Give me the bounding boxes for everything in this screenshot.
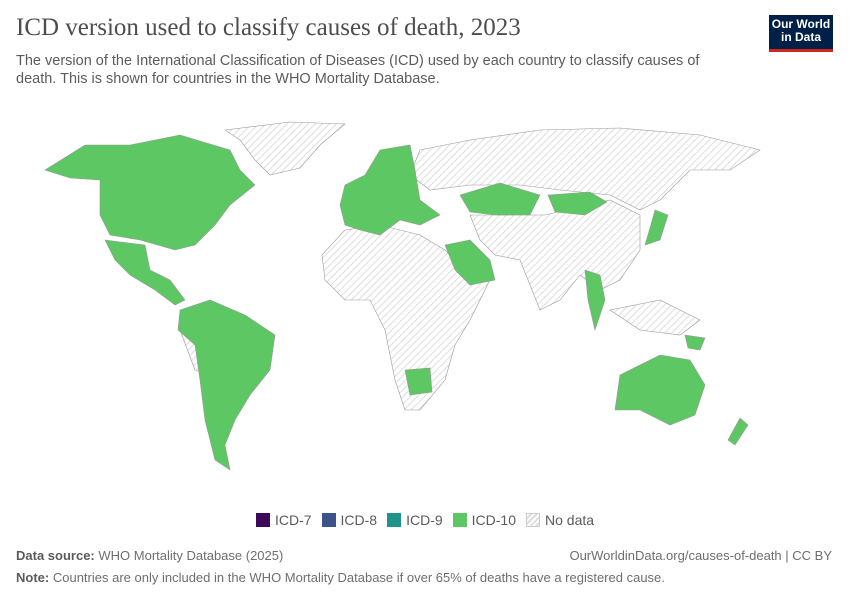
chart-title: ICD version used to classify causes of d… <box>16 14 521 41</box>
legend-item-icd10[interactable]: ICD-10 <box>452 512 516 528</box>
papua-new-guinea[interactable] <box>684 334 706 351</box>
legend-item-icd9[interactable]: ICD-9 <box>387 512 443 528</box>
southern-africa[interactable] <box>404 367 433 396</box>
legend-label: ICD-8 <box>340 512 378 528</box>
legend-swatch <box>526 513 540 527</box>
chart-subtitle: The version of the International Classif… <box>16 53 700 87</box>
source-url[interactable]: OurWorldinData.org/causes-of-death | CC … <box>569 548 832 563</box>
africa[interactable] <box>321 224 491 411</box>
note-label: Note: <box>16 570 50 585</box>
kazakhstan[interactable] <box>459 182 541 216</box>
legend-label: ICD-7 <box>274 512 312 528</box>
mongolia[interactable] <box>547 191 608 216</box>
japan[interactable] <box>644 209 669 246</box>
mexico-central-america[interactable] <box>104 239 186 306</box>
legend-swatch <box>321 513 336 527</box>
legend: ICD-7 ICD-8 ICD-9 ICD-10 No data <box>0 512 850 528</box>
legend-item-icd8[interactable]: ICD-8 <box>321 512 378 528</box>
asia-nodata[interactable] <box>469 199 641 311</box>
source-text[interactable]: WHO Mortality Database (2025) <box>98 548 284 563</box>
south-america[interactable] <box>177 299 276 471</box>
legend-swatch <box>452 513 467 527</box>
note-text: Countries are only included in the WHO M… <box>52 570 665 585</box>
saudi-arabia[interactable] <box>444 239 496 286</box>
world-map <box>44 121 761 471</box>
greenland[interactable] <box>224 121 346 176</box>
legend-label: No data <box>545 512 595 528</box>
data-source: Data source: WHO Mortality Database (202… <box>16 548 283 563</box>
legend-label: ICD-10 <box>471 512 516 528</box>
southeast-asia-nodata[interactable] <box>609 299 701 336</box>
europe[interactable] <box>339 144 441 236</box>
note: Note: Countries are only included in the… <box>16 570 665 585</box>
thailand[interactable] <box>584 269 606 332</box>
australia[interactable] <box>614 354 706 426</box>
legend-swatch <box>387 513 402 527</box>
owid-logo[interactable]: Our World in Data <box>769 15 833 52</box>
legend-item-no-data[interactable]: No data <box>526 512 594 528</box>
new-zealand[interactable] <box>727 417 749 446</box>
legend-swatch <box>255 513 270 527</box>
legend-item-icd7[interactable]: ICD-7 <box>255 512 312 528</box>
source-label: Data source: <box>16 548 95 563</box>
legend-label: ICD-9 <box>406 512 443 528</box>
north-america[interactable] <box>44 134 256 251</box>
